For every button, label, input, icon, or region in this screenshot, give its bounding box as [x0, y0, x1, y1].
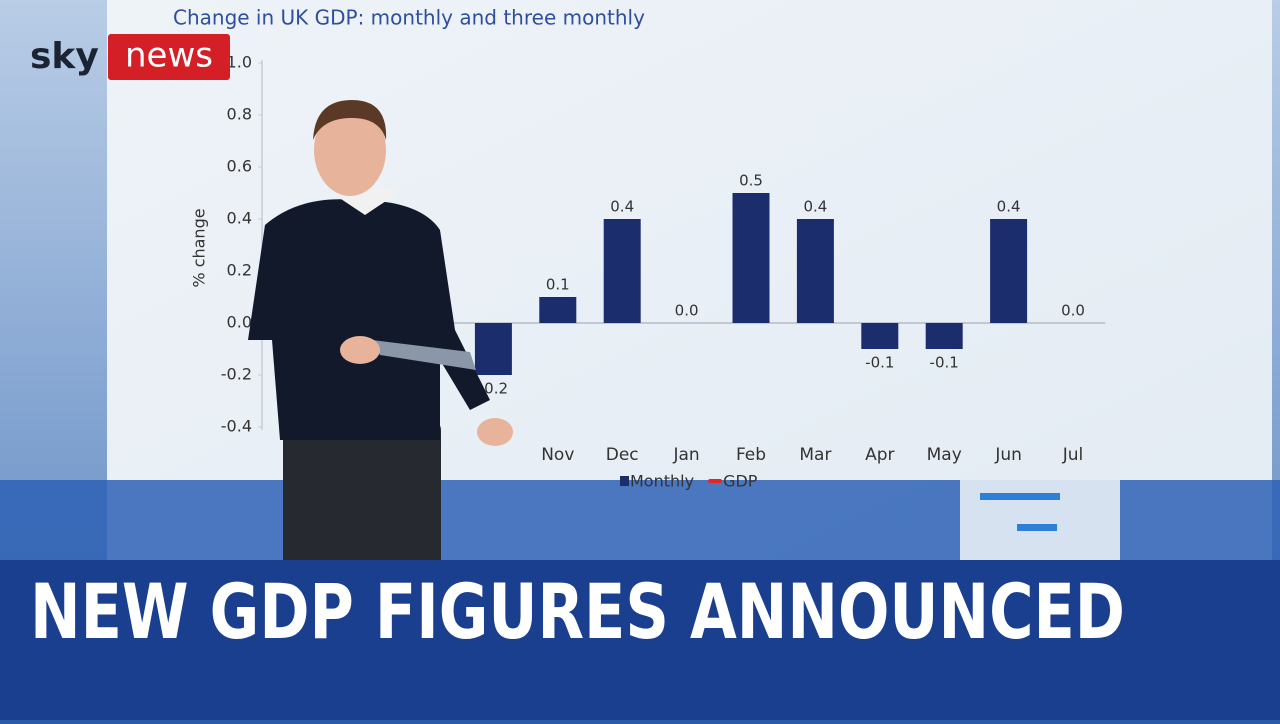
x-tick-label: May	[927, 445, 962, 465]
legend-label: GDP	[723, 472, 758, 491]
presenter-hand	[477, 418, 513, 446]
x-tick-label: Jun	[994, 445, 1022, 465]
value-label: 0.0	[1061, 302, 1085, 320]
logo-sky: sky	[30, 36, 99, 77]
value-label: 0.1	[546, 276, 570, 294]
bar	[539, 297, 577, 323]
value-label: -0.1	[865, 354, 894, 372]
value-label: 0.4	[610, 198, 634, 216]
x-tick-label: Dec	[606, 445, 639, 465]
bar	[925, 323, 963, 349]
logo: sky news	[30, 34, 230, 80]
deco-bar	[980, 493, 1060, 500]
logo-news: news	[125, 36, 213, 76]
value-label: 0.4	[997, 198, 1021, 216]
legend-swatch	[708, 479, 723, 483]
bar	[603, 219, 641, 323]
y-tick-label: 0.0	[227, 313, 252, 332]
y-tick-label: 0.8	[227, 105, 252, 124]
deco-bar	[1017, 524, 1057, 531]
bar	[796, 219, 834, 323]
headline-banner	[0, 560, 1280, 720]
y-tick-label: 1.0	[227, 53, 252, 72]
tablet	[372, 340, 476, 370]
y-tick-label: 0.4	[227, 209, 252, 228]
x-tick-label: Jul	[1062, 445, 1084, 465]
presenter-hand	[340, 336, 380, 364]
legend-swatch	[620, 476, 629, 486]
presenter-torso	[248, 199, 490, 440]
y-tick-label: -0.4	[221, 417, 252, 436]
chart: -0.4 -0.2 0.0 0.2 0.4 0.6 0.8 1.0 Nov Dec Jan Feb Ma…	[221, 53, 1106, 491]
presenter-hair	[313, 100, 387, 140]
x-tick-label: Mar	[799, 445, 831, 465]
presenter	[248, 100, 513, 570]
bar	[861, 323, 899, 349]
y-tick-label: 0.2	[227, 261, 252, 280]
y-tick-label: -0.2	[221, 365, 252, 384]
x-tick-label: Apr	[865, 445, 894, 465]
presenter-head	[314, 104, 386, 196]
legend-label: Monthly	[630, 472, 694, 491]
value-label: 0.4	[803, 198, 827, 216]
chart-title: Change in UK GDP: monthly and three mont…	[173, 6, 645, 30]
bar	[990, 219, 1028, 323]
headline: NEW GDP FIGURES ANNOUNCED	[30, 567, 1125, 656]
value-label: -0.1	[930, 354, 959, 372]
value-label: 0.5	[739, 172, 763, 190]
screen-tile	[960, 480, 1120, 560]
value-label: 0.0	[675, 302, 699, 320]
bar	[474, 323, 512, 375]
y-tick-label: 0.6	[227, 157, 252, 176]
logo-box	[108, 34, 230, 80]
bar	[732, 193, 770, 323]
x-tick-label: Nov	[541, 445, 574, 465]
y-axis-label: % change	[190, 208, 209, 287]
presenter-legs	[283, 420, 441, 570]
x-tick-label: Jan	[672, 445, 699, 465]
x-tick-label: Feb	[736, 445, 766, 465]
